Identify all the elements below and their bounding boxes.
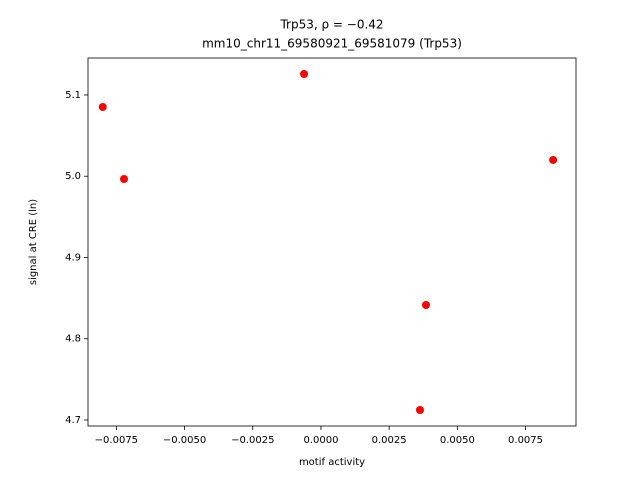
point [98,102,107,111]
y-tick-label: 4.9 [65,252,81,263]
x-tick-label: −0.0050 [163,435,206,446]
x-tick-label: −0.0075 [95,435,138,446]
point [120,174,129,183]
y-tick-label: 4.8 [65,334,81,345]
point [300,70,309,79]
x-tick-label: 0.0075 [508,435,543,446]
point [549,155,558,164]
x-tick-label: 0.0000 [303,435,338,446]
x-tick-label: 0.0050 [440,435,475,446]
y-tick-label: 5.0 [65,171,81,182]
y-axis-label: signal at CRE (ln) [28,199,39,285]
x-tick-label: −0.0025 [231,435,274,446]
x-axis-label: motif activity [299,457,365,468]
chart-title: Trp53, ρ = −0.42 [279,18,383,32]
y-tick-label: 5.1 [65,90,81,101]
point [421,301,430,310]
plot-frame [87,57,577,427]
point [415,405,424,414]
chart-subtitle: mm10_chr11_69580921_69581079 (Trp53) [202,37,462,51]
x-tick-label: 0.0025 [372,435,407,446]
y-tick-label: 4.7 [65,415,81,426]
